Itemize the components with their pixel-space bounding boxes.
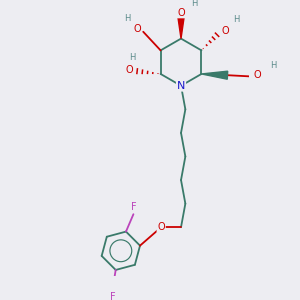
Text: O: O [254, 70, 261, 80]
Text: O: O [177, 8, 185, 17]
Text: H: H [130, 53, 136, 62]
Text: H: H [191, 0, 198, 8]
Polygon shape [201, 71, 228, 79]
Text: F: F [130, 202, 136, 212]
Text: H: H [270, 61, 277, 70]
Polygon shape [178, 15, 184, 39]
Text: O: O [221, 26, 229, 35]
Text: F: F [110, 292, 116, 300]
Text: O: O [125, 65, 133, 75]
Text: N: N [177, 81, 185, 91]
Text: O: O [133, 24, 141, 34]
Text: O: O [158, 222, 165, 232]
Text: H: H [233, 15, 239, 24]
Text: H: H [124, 14, 131, 22]
